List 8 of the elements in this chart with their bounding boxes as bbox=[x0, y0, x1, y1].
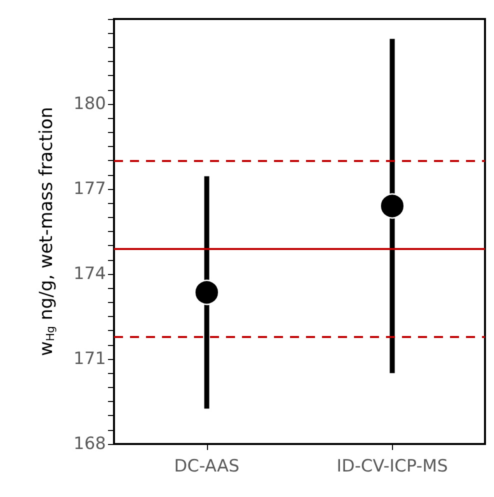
y-tick-label: 180 bbox=[74, 94, 106, 114]
y-axis-title: wHg ng/g, wet-mass fraction bbox=[36, 106, 57, 356]
y-tick-label: 174 bbox=[74, 264, 106, 284]
x-tick-label: DC-AAS bbox=[174, 456, 240, 476]
y-tick-label: 177 bbox=[74, 179, 106, 199]
y-tick-label: 171 bbox=[74, 349, 106, 369]
y-tick-label: 168 bbox=[74, 434, 106, 454]
x-tick-label: ID-CV-ICP-MS bbox=[336, 456, 448, 476]
